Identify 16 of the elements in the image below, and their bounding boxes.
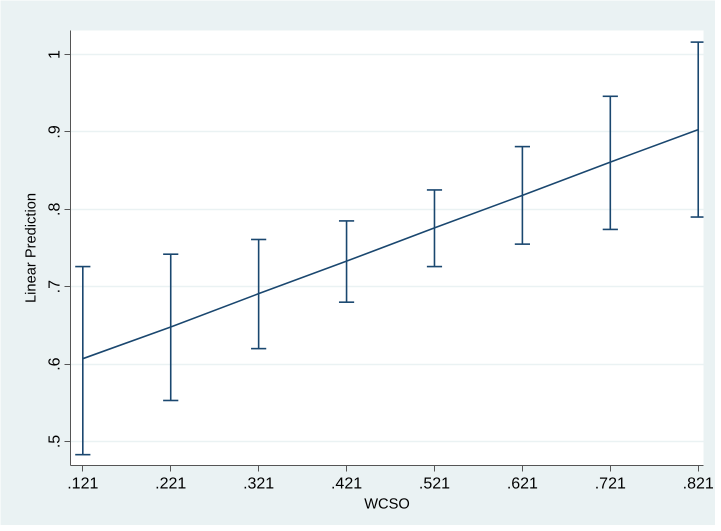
y-axis-title: Linear Prediction [24,192,40,303]
x-tick-label: .321 [243,476,274,492]
x-tick-label: .621 [506,476,538,492]
x-tick-label: .121 [67,476,98,492]
x-tick-label: .821 [682,476,714,492]
x-tick-label: .721 [594,476,626,492]
y-tick-label: 1 [46,50,64,59]
x-tick-label: .421 [330,476,362,492]
x-axis-title: WCSO [364,496,410,512]
x-tick-label: .221 [155,476,186,492]
y-tick-label: .7 [46,280,64,294]
y-tick-label: .6 [46,357,64,371]
x-tick-label: .521 [418,476,450,492]
y-tick-label: .8 [46,202,64,216]
y-tick-label: .9 [46,125,64,139]
y-tick-label: .5 [46,434,64,448]
